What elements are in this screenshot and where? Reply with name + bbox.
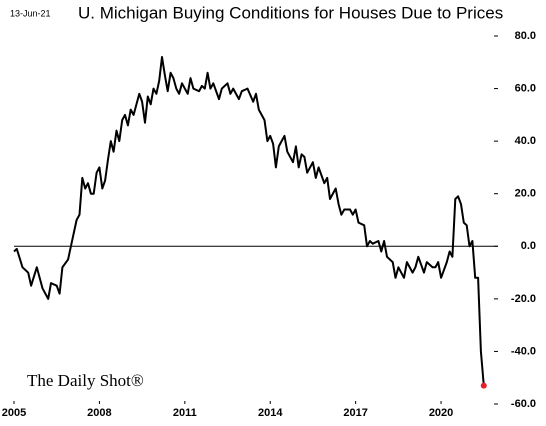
chart-title: U. Michigan Buying Conditions for Houses… (78, 3, 503, 22)
y-tick-label: 60.0 (515, 82, 536, 94)
line-series (13, 56, 485, 386)
y-tick-label: -20.0 (511, 293, 536, 305)
x-tick-label: 2011 (173, 407, 197, 419)
x-tick-label: 2005 (2, 407, 26, 419)
y-tick-label: 0.0 (521, 240, 536, 252)
x-tick-label: 2014 (258, 407, 283, 419)
y-tick-label: 80.0 (515, 30, 536, 42)
watermark: The Daily Shot® (27, 371, 144, 390)
x-tick-label: 2008 (87, 407, 111, 419)
y-tick-label: -40.0 (511, 345, 536, 357)
x-tick-label: 2017 (343, 407, 367, 419)
y-tick-label: -60.0 (511, 398, 536, 410)
y-tick-label: 40.0 (515, 135, 536, 147)
date-label: 13-Jun-21 (10, 8, 51, 18)
y-tick-label: 20.0 (515, 188, 536, 200)
x-tick-label: 2020 (429, 407, 453, 419)
last-point (480, 382, 487, 389)
